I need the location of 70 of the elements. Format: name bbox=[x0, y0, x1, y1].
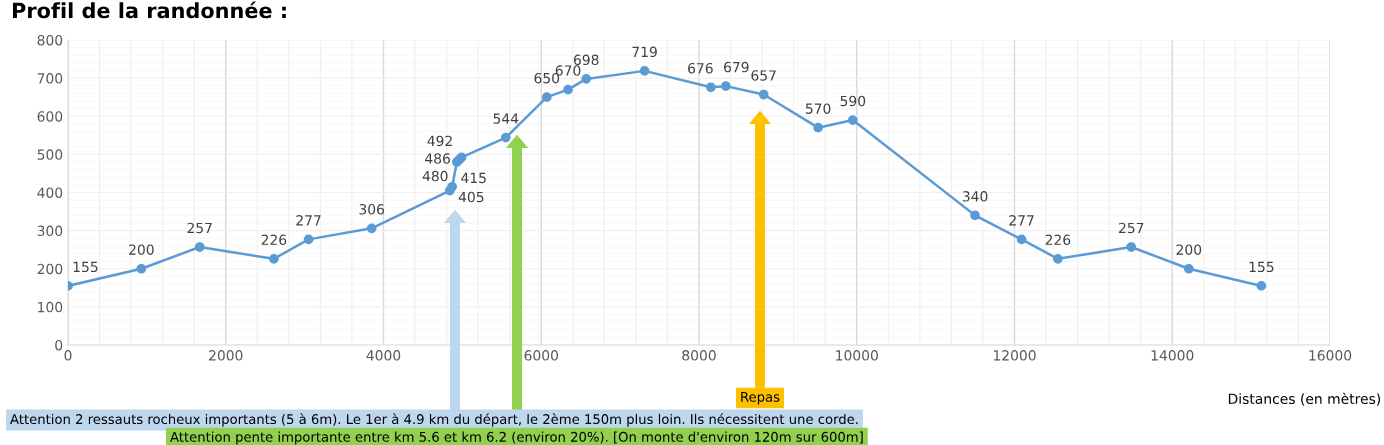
point bbox=[136, 263, 147, 274]
data-label: 200 bbox=[129, 244, 154, 255]
y-tick-label: 300 bbox=[37, 225, 63, 237]
data-label: 492 bbox=[427, 135, 452, 147]
x-tick-label: 0 bbox=[64, 350, 72, 361]
point bbox=[447, 181, 457, 192]
data-label: 679 bbox=[724, 61, 749, 73]
x-tick-label: 16000 bbox=[1309, 350, 1352, 361]
point bbox=[541, 92, 552, 103]
x-tick-label: 4000 bbox=[366, 350, 401, 361]
data-label: 306 bbox=[359, 204, 385, 215]
y-tick-label: 0 bbox=[55, 339, 63, 351]
point bbox=[269, 253, 279, 264]
data-label: 570 bbox=[805, 103, 831, 114]
data-label: 200 bbox=[1176, 244, 1202, 255]
point bbox=[1256, 281, 1267, 291]
point bbox=[758, 89, 769, 100]
x-tick-label: 14000 bbox=[1151, 350, 1194, 361]
point bbox=[1183, 263, 1194, 274]
y-tick-label: 600 bbox=[37, 111, 63, 122]
x-tick-label: 6000 bbox=[524, 350, 558, 361]
data-label: 226 bbox=[1045, 234, 1071, 246]
point bbox=[366, 223, 377, 234]
point bbox=[581, 74, 592, 84]
point bbox=[303, 234, 314, 245]
point bbox=[500, 132, 511, 143]
text: Repas bbox=[741, 392, 780, 405]
text: Attention 2 ressauts rocheux importants (5 à 6m). Le 1er à 4.9 km du départ, le 2ème 150m plus loin. Ils nécessitent une corde. bbox=[10, 413, 858, 427]
data-label: 590 bbox=[840, 95, 866, 107]
x-tick-label: 10000 bbox=[836, 350, 878, 361]
data-label: 226 bbox=[261, 234, 287, 246]
data-label: 405 bbox=[458, 191, 484, 203]
data-label: 155 bbox=[1249, 261, 1274, 273]
point bbox=[563, 84, 573, 95]
text: Attention pente importante entre km 5.6 et km 6.2 (environ 20%). [On monte d'environ 120m sur 600m] bbox=[170, 431, 863, 445]
point bbox=[1053, 253, 1063, 264]
data-label: 277 bbox=[296, 215, 321, 226]
data-label: 698 bbox=[573, 54, 599, 66]
point bbox=[970, 210, 980, 221]
y-tick-label: 100 bbox=[38, 301, 63, 313]
point bbox=[1126, 242, 1137, 252]
y-tick-label: 200 bbox=[37, 263, 63, 275]
point bbox=[847, 115, 858, 125]
point bbox=[1016, 234, 1027, 245]
point bbox=[705, 82, 716, 93]
data-label: 257 bbox=[187, 222, 212, 234]
data-label: 657 bbox=[751, 70, 776, 81]
data-label: 544 bbox=[493, 113, 519, 124]
data-label: 676 bbox=[688, 62, 713, 74]
data-label: 340 bbox=[962, 191, 988, 202]
x-tick-label: 2000 bbox=[209, 350, 243, 361]
y-tick-label: 400 bbox=[37, 187, 63, 198]
y-tick-label: 800 bbox=[37, 34, 63, 46]
x-tick-label: 12000 bbox=[993, 350, 1036, 361]
data-label: 415 bbox=[461, 172, 486, 184]
data-label: 719 bbox=[632, 46, 657, 58]
data-label: 277 bbox=[1009, 215, 1034, 226]
x-tick-label: 8000 bbox=[682, 350, 716, 361]
y-tick-label: 500 bbox=[37, 149, 63, 160]
point bbox=[813, 122, 823, 133]
chart-title: Profil de la randonnée : bbox=[12, 1, 286, 19]
data-label: 155 bbox=[73, 261, 98, 273]
data-label: 480 bbox=[422, 170, 448, 182]
data-label: 486 bbox=[425, 153, 451, 164]
y-tick-label: 700 bbox=[37, 73, 63, 84]
point bbox=[720, 81, 731, 91]
point bbox=[639, 66, 650, 76]
x-axis-title: Distances (en mètres) bbox=[1228, 392, 1381, 406]
data-label: 257 bbox=[1119, 222, 1144, 234]
point bbox=[194, 242, 205, 252]
